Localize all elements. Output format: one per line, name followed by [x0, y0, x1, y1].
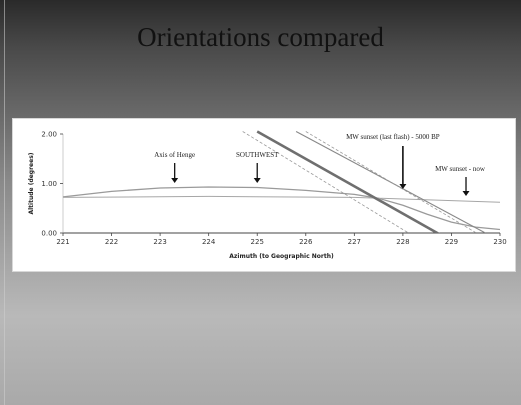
x-tick-label: 230	[493, 238, 506, 246]
y-tick-label: 1.00	[41, 180, 57, 188]
slide-edge-rule	[4, 0, 5, 405]
annotation-label: Axis of Henge	[154, 151, 195, 159]
annotation-arrow-head	[399, 184, 407, 189]
x-tick-label: 223	[153, 238, 166, 246]
x-tick-label: 224	[202, 238, 216, 246]
series-line-thin	[295, 131, 486, 233]
x-tick-label: 222	[105, 238, 118, 246]
series-line-dashed	[305, 131, 478, 233]
annotation-arrow-head	[462, 191, 470, 196]
annotation-label: SOUTHWEST	[236, 151, 279, 159]
series-line-flat	[63, 195, 500, 203]
annotation-arrow-head	[171, 178, 179, 183]
x-tick-label: 221	[56, 238, 69, 246]
x-tick-label: 228	[396, 238, 409, 246]
annotation-label: MW sunset (last flash) - 5000 BP	[346, 133, 440, 141]
annotation-arrow-head	[253, 178, 261, 183]
series-line-dashed	[242, 131, 410, 233]
orientation-chart: 221 222 223 224 225 226 227 228 229 230 0.00 1.00 2.…	[28, 130, 507, 260]
annotation-label: MW sunset - now	[435, 165, 486, 173]
y-tick-label: 2.00	[41, 131, 57, 139]
slide-title: Orientations compared	[137, 22, 384, 52]
y-axis-label: Altitude (degrees)	[28, 152, 35, 214]
series-line-thick	[256, 130, 440, 233]
series-line-horizon	[63, 186, 500, 231]
y-tick-label: 0.00	[41, 230, 57, 238]
x-tick-label: 226	[299, 238, 313, 246]
chart-panel: 221 222 223 224 225 226 227 228 229 230 0.00 1.00 2.…	[13, 119, 515, 271]
x-tick-label: 227	[348, 238, 361, 246]
x-axis-label: Azimuth (to Geographic North)	[229, 253, 334, 260]
x-tick-label: 229	[445, 238, 458, 246]
x-tick-label: 225	[251, 238, 264, 246]
